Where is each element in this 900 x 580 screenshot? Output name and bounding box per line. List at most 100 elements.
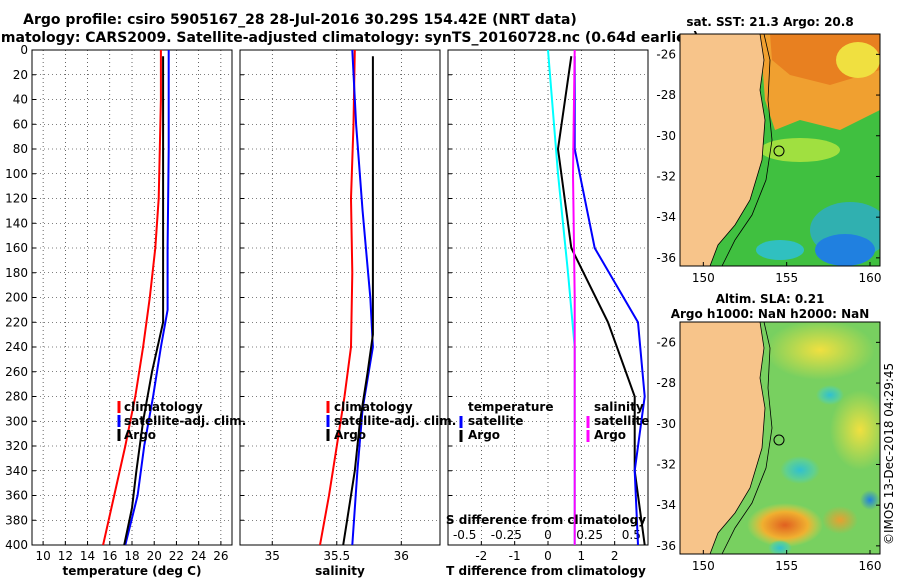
tdiff-grid	[448, 49, 648, 546]
sdiff-tick-0: 0	[544, 528, 552, 542]
legend-climatology-label: climatology	[124, 400, 203, 414]
x-tick-0: 0	[544, 549, 552, 563]
depth-tick-200: 200	[5, 291, 28, 305]
x-tick-10: 10	[35, 549, 50, 563]
temperature-series	[102, 50, 170, 545]
map-lat-tick--26: -26	[656, 47, 676, 61]
temperature-xlabel: temperature (deg C)	[63, 564, 202, 578]
map-lat-tick--34: -34	[656, 498, 676, 512]
depth-tick-400: 400	[5, 538, 28, 552]
map-lat-tick--36: -36	[656, 539, 676, 553]
legend-argo-label: Argo	[124, 428, 156, 442]
sla-map-ticks: 150 155 160 -26 -28 -30 -32 -34 -36	[656, 335, 881, 573]
figure-title-line1: Argo profile: csiro 5905167_28 28-Jul-20…	[23, 12, 577, 28]
sla-land	[680, 322, 766, 554]
sdiff-tick-0.25: 0.25	[576, 528, 603, 542]
imos-credit: ©IMOS 13-Dec-2018 04:29:45	[882, 363, 896, 545]
temperature-legend: climatology satellite-adj. clim. Argo	[117, 400, 246, 442]
map-lat-tick--36: -36	[656, 251, 676, 265]
sst-map-title: sat. SST: 21.3 Argo: 20.8	[686, 15, 853, 29]
temperature-grid	[32, 49, 232, 546]
figure-title-line2: Climatology: CARS2009. Satellite-adjuste…	[0, 30, 699, 46]
salinity-xlabel: salinity	[315, 564, 365, 578]
map-lon-tick-160: 160	[859, 559, 882, 573]
x-tick-18: 18	[124, 549, 139, 563]
sla-cyan-blob	[780, 456, 820, 484]
sla-argo-marker	[773, 434, 785, 446]
sla-cyan-blob-2	[816, 385, 844, 405]
series-t-satellite-adj-	[573, 56, 646, 545]
depth-tick-380: 380	[5, 513, 28, 527]
depth-tick-360: 360	[5, 489, 28, 503]
map-lat-tick--30: -30	[656, 417, 676, 431]
depth-tick-280: 280	[5, 390, 28, 404]
sla-yellow-blob	[765, 322, 875, 380]
map-lat-tick--34: -34	[656, 210, 676, 224]
sla-orange-blob	[747, 503, 823, 547]
depth-tick-labels: 0 20 40 60 80 100 120 140 160 180 200 220 240 260 280 3…	[5, 43, 28, 552]
legend-salinity-header: salinity	[594, 400, 644, 414]
map-lat-tick--32: -32	[656, 169, 676, 183]
map-lat-tick--28: -28	[656, 376, 676, 390]
map-lat-tick--26: -26	[656, 335, 676, 349]
map-lon-tick-150: 150	[692, 559, 715, 573]
x-tick-35.5: 35.5	[323, 549, 350, 563]
sst-map-frame	[679, 33, 881, 267]
legend-satellite-label: satellite-adj. clim.	[334, 414, 456, 428]
depth-tick-240: 240	[5, 340, 28, 354]
map-lon-tick-150: 150	[692, 271, 715, 285]
legend-temperature-header: temperature	[468, 400, 553, 414]
depth-tick-320: 320	[5, 439, 28, 453]
legend-s-argo-label: Argo	[594, 428, 626, 442]
sst-shelf-contour	[721, 34, 773, 266]
x-tick-12: 12	[58, 549, 73, 563]
tdiff-xlabel: T difference from climatology	[446, 564, 646, 578]
depth-tick-40: 40	[13, 93, 28, 107]
sla-map-frame	[679, 321, 881, 555]
x-tick-26: 26	[213, 549, 228, 563]
depth-tick-0: 0	[20, 43, 28, 57]
depth-tick-80: 80	[13, 142, 28, 156]
salinity-legend: climatology satellite-adj. clim. Argo	[326, 400, 456, 442]
series-s-difference	[571, 50, 576, 545]
sst-map	[680, 34, 880, 266]
x-tick-22: 22	[169, 549, 184, 563]
sst-land	[680, 34, 766, 266]
tdiff-tick-labels: -2 -1 0 1 2	[475, 549, 618, 563]
x-tick-1: 1	[578, 549, 586, 563]
sst-yellow-patch	[836, 42, 880, 78]
x-tick-2: 2	[611, 549, 619, 563]
legend-t-satellite-label: satellite	[468, 414, 523, 428]
legend-satellite-label: satellite-adj. clim.	[124, 414, 246, 428]
depth-tick-160: 160	[5, 241, 28, 255]
sst-argo-marker	[773, 145, 785, 157]
sst-cold-patch	[815, 234, 875, 266]
x-tick-14: 14	[80, 549, 95, 563]
sdiff-tick--0.5: -0.5	[453, 528, 476, 542]
map-lat-tick--30: -30	[656, 129, 676, 143]
depth-tick-100: 100	[5, 167, 28, 181]
depth-tick-260: 260	[5, 365, 28, 379]
sdiff-tick-labels: -0.5 -0.25 0 0.25 0.5	[453, 528, 641, 542]
x-tick-24: 24	[191, 549, 206, 563]
depth-tick-140: 140	[5, 216, 28, 230]
series-argo	[342, 56, 374, 545]
sdiff-tick--0.25: -0.25	[491, 528, 522, 542]
sla-orange-blob-2	[822, 506, 858, 534]
x-tick-16: 16	[102, 549, 117, 563]
legend-climatology-label: climatology	[334, 400, 413, 414]
map-lon-tick-155: 155	[775, 559, 798, 573]
salinity-grid	[240, 49, 440, 546]
sla-cyan-blob-3	[768, 540, 792, 554]
sla-map	[680, 322, 880, 554]
map-lat-tick--32: -32	[656, 457, 676, 471]
salinity-tick-labels: 35 35.5 36	[265, 549, 409, 563]
depth-tick-300: 300	[5, 414, 28, 428]
legend-argo-label: Argo	[334, 428, 366, 442]
series-climatology	[319, 50, 356, 545]
depth-tick-180: 180	[5, 266, 28, 280]
x-tick-35: 35	[265, 549, 280, 563]
depth-tick-120: 120	[5, 192, 28, 206]
map-lon-tick-155: 155	[775, 271, 798, 285]
